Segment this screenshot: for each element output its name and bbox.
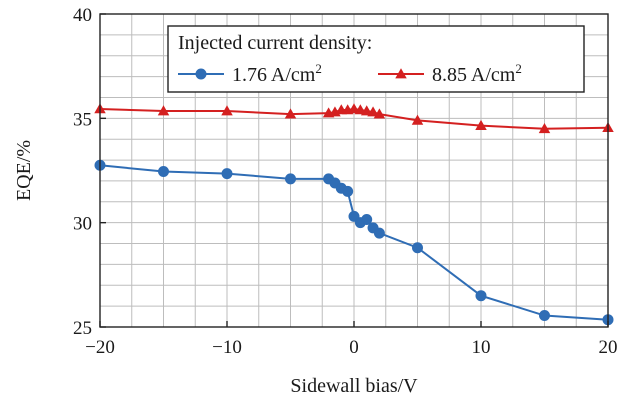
series-layer — [94, 103, 614, 326]
x-tick-label: −20 — [85, 337, 115, 358]
data-point — [367, 106, 379, 117]
legend-items: 1.76 A/cm2 8.85 A/cm2 — [178, 61, 522, 86]
legend-box — [167, 25, 585, 93]
y-tick-label: 30 — [73, 214, 92, 235]
legend-label: 1.76 A/cm2 — [232, 61, 322, 86]
y-tick-label: 40 — [73, 5, 92, 26]
x-tick-label: −10 — [212, 337, 242, 358]
data-point — [221, 105, 233, 116]
data-point — [411, 114, 424, 125]
y-axis-label: EQE/% — [13, 140, 35, 201]
data-point — [342, 185, 354, 197]
legend-title: Injected current density: — [178, 32, 372, 54]
data-point — [285, 173, 296, 185]
series-1 — [94, 159, 614, 326]
legend-item-2: 8.85 A/cm2 — [378, 61, 522, 86]
data-point — [373, 227, 385, 239]
legend-item-1: 1.76 A/cm2 — [178, 61, 322, 86]
x-tick-label: 20 — [599, 337, 618, 358]
ticks — [99, 13, 609, 328]
data-point — [475, 290, 487, 302]
legend-swatch-marker — [395, 68, 407, 79]
tick-labels: −20 −10 0 10 20 25 30 35 40 — [73, 5, 618, 358]
data-point — [157, 105, 170, 116]
data-point — [539, 310, 550, 322]
data-point — [284, 108, 297, 119]
x-axis-label: Sidewall bias/V — [290, 375, 418, 397]
data-point — [538, 123, 551, 134]
data-point — [221, 168, 233, 180]
legend-label: 8.85 A/cm2 — [432, 61, 522, 86]
legend: Injected current density: 1.76 A/cm2 8.85… — [167, 25, 585, 93]
y-tick-label: 35 — [73, 109, 92, 130]
data-point — [475, 119, 487, 130]
legend-swatch-marker — [195, 68, 207, 80]
data-point — [361, 214, 373, 226]
data-point — [158, 166, 169, 178]
data-point — [412, 242, 423, 254]
x-tick-label: 10 — [472, 337, 491, 358]
data-point — [373, 108, 386, 119]
series-2 — [94, 103, 614, 134]
x-tick-label: 0 — [349, 337, 359, 358]
y-tick-label: 25 — [73, 318, 92, 339]
